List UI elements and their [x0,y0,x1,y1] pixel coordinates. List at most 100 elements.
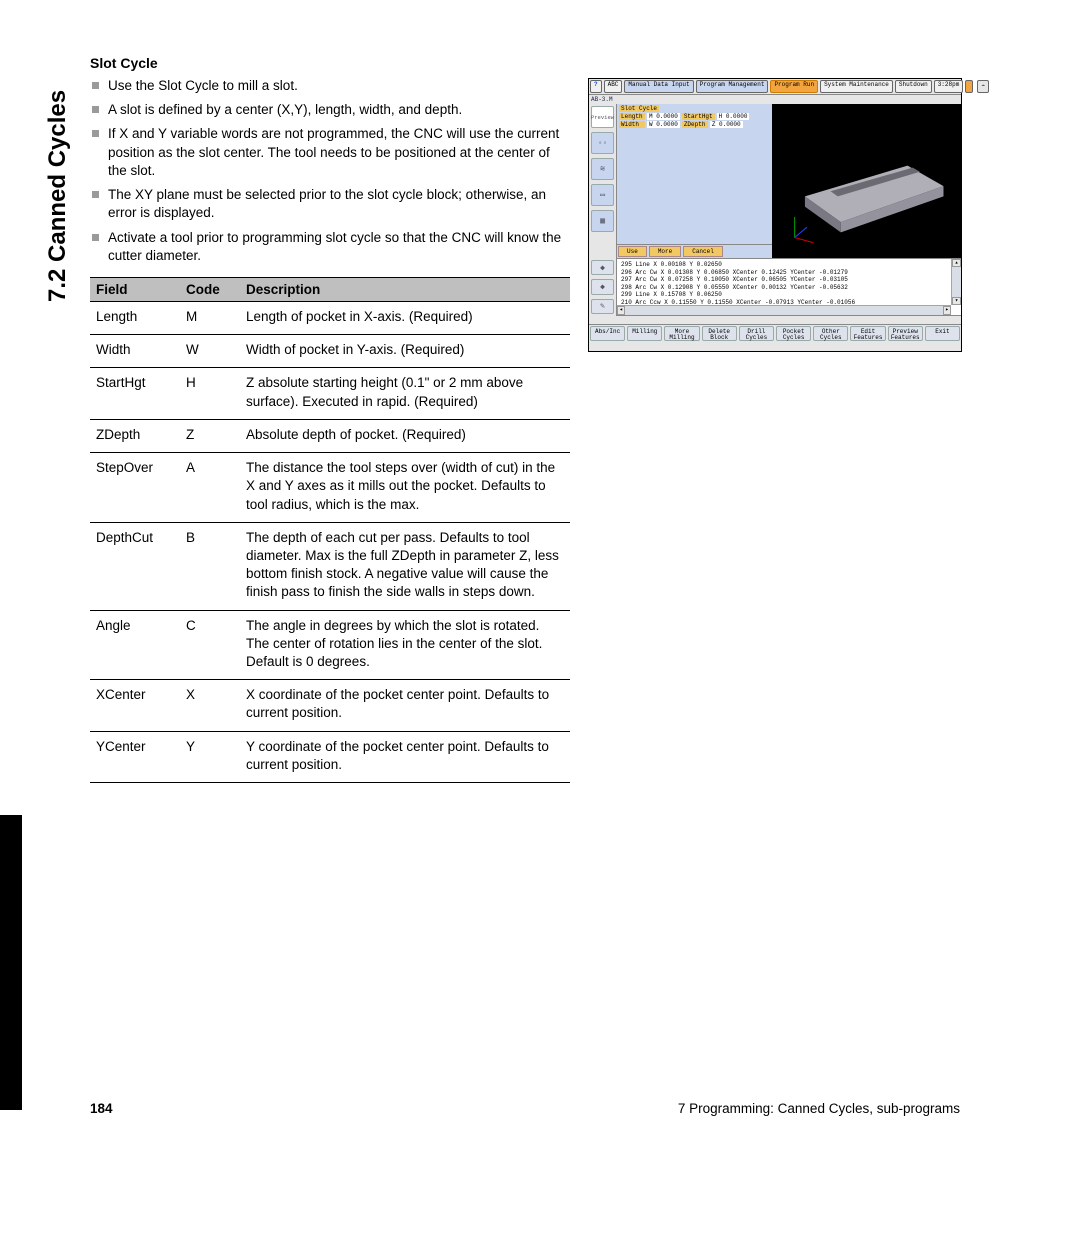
manual-data-input-button[interactable]: Manual Data Input [624,80,693,93]
system-maintenance-button[interactable]: System Maintenance [820,80,893,93]
left-tool-icon[interactable]: ▦ [591,210,614,232]
table-cell: Length [90,301,180,334]
left-tool-icon[interactable]: ◆ [591,279,614,294]
table-cell: The distance the tool steps over (width … [240,453,570,523]
note-item: A slot is defined by a center (X,Y), len… [90,101,570,119]
program-management-button[interactable]: Program Management [696,80,769,93]
table-cell: DepthCut [90,522,180,610]
table-cell: C [180,610,240,680]
param-label: Width [619,121,645,128]
table-cell: X [180,680,240,731]
left-tool-icon[interactable]: ▭ [591,184,614,206]
bottom-bar-button[interactable]: Pocket Cycles [776,326,811,341]
bottom-bar-button[interactable]: Delete Block [702,326,737,341]
param-label: Length [619,113,645,120]
note-item: The XY plane must be selected prior to t… [90,186,570,222]
scroll-right-icon[interactable]: ▸ [943,306,951,315]
bottom-bar-button[interactable]: Edit Features [850,326,885,341]
table-cell: YCenter [90,731,180,782]
bottom-bar-button[interactable]: Preview Features [888,326,923,341]
program-name-label: AB-3.M [589,95,961,104]
page-number: 184 [90,1101,113,1116]
cnc-left-toolbar-lower: ◆ ◆ ✎ [589,258,617,316]
bottom-bar-button[interactable]: Milling [627,326,662,341]
col-description: Description [240,277,570,301]
preview-3d-viewport[interactable] [772,104,961,258]
bottom-bar-button[interactable]: More Milling [664,326,699,341]
col-field: Field [90,277,180,301]
page-footer: 184 7 Programming: Canned Cycles, sub-pr… [90,1101,960,1116]
table-cell: The angle in degrees by which the slot i… [240,610,570,680]
param-value[interactable]: H 0.0000 [717,113,750,120]
table-cell: M [180,301,240,334]
left-tool-icon[interactable]: ≋ [591,158,614,180]
horizontal-scrollbar[interactable]: ◂ ▸ [617,305,951,315]
note-item: If X and Y variable words are not progra… [90,125,570,180]
bottom-bar-button[interactable]: Drill Cycles [739,326,774,341]
param-value[interactable]: W 0.0000 [647,121,680,128]
scroll-down-icon[interactable]: ▾ [952,297,961,305]
table-cell: Y [180,731,240,782]
abc-button[interactable]: ABC [604,80,623,93]
param-value[interactable]: Z 0.0000 [710,121,743,128]
param-label: StartHgt [682,113,715,120]
table-row: AngleCThe angle in degrees by which the … [90,610,570,680]
more-button[interactable]: More [649,246,681,257]
side-tab: 7.2 Canned Cycles [0,0,56,1110]
table-cell: W [180,335,240,368]
table-row: StartHgtHZ absolute starting height (0.1… [90,368,570,419]
section-heading: 7.2 Canned Cycles [44,2,72,302]
help-button[interactable]: ? [590,80,602,93]
left-tool-icon[interactable]: ◦◦ [591,132,614,154]
cancel-button[interactable]: Cancel [683,246,723,257]
program-run-button[interactable]: Program Run [770,80,818,93]
params-title: Slot Cycle [619,105,659,112]
gcode-line: 299 Line X 0.15708 Y 0.06250 [621,291,949,299]
scroll-left-icon[interactable]: ◂ [617,306,625,315]
note-item: Use the Slot Cycle to mill a slot. [90,77,570,95]
table-row: LengthMLength of pocket in X-axis. (Requ… [90,301,570,334]
side-tab-edge [0,815,22,1110]
gcode-line: 295 Line X 0.00108 Y 0.02650 [621,261,949,269]
left-tool-icon[interactable]: ◆ [591,260,614,275]
bottom-bar-button[interactable]: Abs/Inc [590,326,625,341]
table-cell: Z [180,419,240,452]
col-code: Code [180,277,240,301]
table-cell: B [180,522,240,610]
main-content: Slot Cycle Use the Slot Cycle to mill a … [90,55,570,783]
status-green-icon: ☁ [977,80,989,93]
shutdown-button[interactable]: Shutdown [895,80,932,93]
table-cell: H [180,368,240,419]
cnc-screenshot: ? ABC Manual Data Input Program Manageme… [588,78,962,352]
cnc-top-toolbar: ? ABC Manual Data Input Program Manageme… [589,79,961,95]
cnc-main-area: Preview ◦◦ ≋ ▭ ▦ Slot Cycle Length M 0.0… [589,104,961,258]
notes-list: Use the Slot Cycle to mill a slot. A slo… [90,77,570,265]
table-row: DepthCutBThe depth of each cut per pass.… [90,522,570,610]
table-cell: X coordinate of the pocket center point.… [240,680,570,731]
vertical-scrollbar[interactable]: ▴ ▾ [951,259,961,305]
slot-cycle-params-panel: Slot Cycle Length M 0.0000 StartHgt H 0.… [617,104,772,245]
preview-tool-button[interactable]: Preview [591,106,614,128]
bottom-bar-button[interactable]: Other Cycles [813,326,848,341]
table-cell: XCenter [90,680,180,731]
table-cell: ZDepth [90,419,180,452]
param-value[interactable]: M 0.0000 [647,113,680,120]
table-cell: Width of pocket in Y-axis. (Required) [240,335,570,368]
scroll-up-icon[interactable]: ▴ [952,259,961,267]
gcode-line: 296 Arc Cw X 0.01308 Y 0.06850 XCenter 0… [621,269,949,277]
table-cell: Width [90,335,180,368]
left-tool-icon[interactable]: ✎ [591,299,614,314]
params-button-row: Use More Cancel [617,245,772,258]
table-row: ZDepthZAbsolute depth of pocket. (Requir… [90,419,570,452]
table-row: YCenterYY coordinate of the pocket cente… [90,731,570,782]
clock-display: 3:28pm [934,80,964,93]
table-row: StepOverAThe distance the tool steps ove… [90,453,570,523]
table-cell: A [180,453,240,523]
status-orange-icon [965,80,973,93]
table-cell: Absolute depth of pocket. (Required) [240,419,570,452]
use-button[interactable]: Use [618,246,647,257]
cnc-bottom-toolbar: Abs/IncMillingMore MillingDelete BlockDr… [589,324,961,342]
gcode-listing[interactable]: 295 Line X 0.00108 Y 0.02650296 Arc Cw X… [617,258,961,316]
bottom-bar-button[interactable]: Exit [925,326,960,341]
cnc-left-toolbar: Preview ◦◦ ≋ ▭ ▦ [589,104,617,258]
